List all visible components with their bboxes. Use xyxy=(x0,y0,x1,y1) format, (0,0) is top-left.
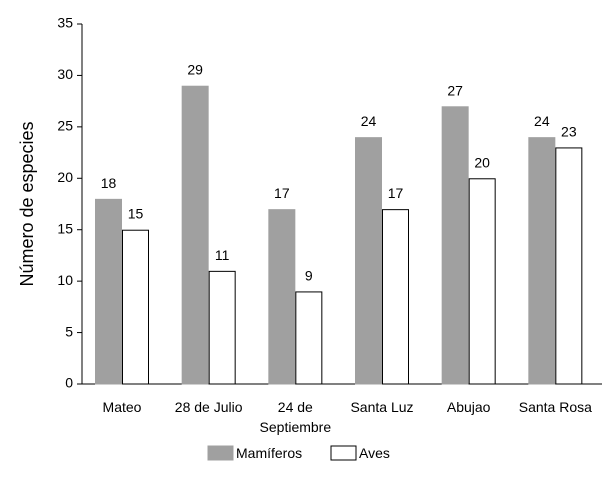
bar-aves xyxy=(468,178,496,385)
data-label: 23 xyxy=(561,123,577,139)
data-label: 17 xyxy=(388,185,404,201)
category-labels: Mateo 28 de Julio 24 de Septiembre Santa Luz… xyxy=(103,399,593,435)
data-label: 9 xyxy=(305,267,313,283)
bar-mamiferos xyxy=(181,85,209,385)
legend: Mamíferos Aves xyxy=(207,445,390,461)
category-label: Santa Rosa xyxy=(519,399,592,415)
bar-aves xyxy=(295,291,323,385)
y-tick-label: 5 xyxy=(65,323,73,339)
y-axis-title-group: Número de especies xyxy=(17,121,37,286)
bar-mamiferos xyxy=(441,106,469,385)
data-label: 15 xyxy=(128,206,144,222)
category-label: Santa Luz xyxy=(350,399,413,415)
data-labels: 18 15 29 11 17 9 24 17 27 20 24 23 xyxy=(101,62,577,284)
y-tick-label: 35 xyxy=(57,15,73,31)
legend-swatch-mamiferos xyxy=(207,445,234,461)
y-tick-label: 30 xyxy=(57,66,73,82)
data-label: 29 xyxy=(187,62,203,78)
axes: 0 5 10 15 20 25 30 35 xyxy=(57,15,602,391)
data-label: 24 xyxy=(361,113,377,129)
data-label: 20 xyxy=(474,154,490,170)
bar-mamiferos xyxy=(268,209,296,385)
bar-aves xyxy=(555,147,583,385)
bar-aves xyxy=(122,229,149,385)
data-label: 24 xyxy=(534,113,550,129)
bars xyxy=(95,85,583,385)
data-label: 18 xyxy=(101,175,117,191)
bar-aves xyxy=(382,209,409,385)
data-label: 27 xyxy=(447,82,463,98)
data-label: 11 xyxy=(215,247,230,263)
bar-mamiferos xyxy=(355,137,382,385)
y-axis-title: Número de especies xyxy=(17,121,37,286)
y-tick-label: 15 xyxy=(57,220,73,236)
y-tick-label: 10 xyxy=(57,272,73,288)
category-label: Mateo xyxy=(103,399,142,415)
bar-mamiferos xyxy=(95,198,122,385)
category-label: Abujao xyxy=(447,399,491,415)
y-tick-label: 25 xyxy=(57,118,73,134)
y-tick-label: 20 xyxy=(57,169,73,185)
legend-label: Mamíferos xyxy=(236,445,302,461)
y-tick-label: 0 xyxy=(65,375,73,391)
bar-mamiferos xyxy=(528,137,556,385)
category-label: 24 de Septiembre xyxy=(260,399,332,435)
legend-swatch-aves xyxy=(330,445,357,461)
legend-label: Aves xyxy=(359,445,390,461)
category-label: 28 de Julio xyxy=(175,399,243,415)
data-label: 17 xyxy=(274,185,290,201)
bar-aves xyxy=(208,270,236,385)
